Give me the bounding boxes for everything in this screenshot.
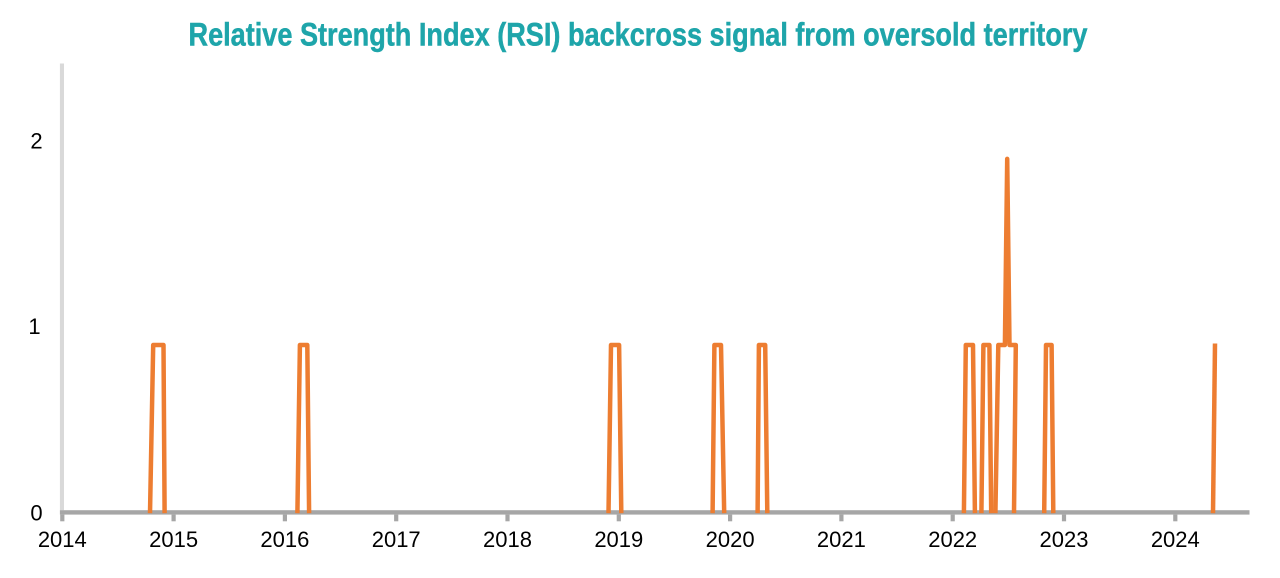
svg-text:2017: 2017	[372, 527, 421, 552]
svg-text:2: 2	[30, 128, 42, 153]
svg-text:2022: 2022	[928, 527, 977, 552]
svg-text:2014: 2014	[38, 527, 87, 552]
svg-text:Relative Strength Index (RSI): Relative Strength Index (RSI) backcross …	[189, 17, 1088, 53]
svg-text:2024: 2024	[1151, 527, 1200, 552]
svg-text:2018: 2018	[483, 527, 532, 552]
svg-text:2020: 2020	[706, 527, 755, 552]
svg-text:2016: 2016	[260, 527, 309, 552]
svg-text:0: 0	[30, 500, 42, 525]
svg-text:1: 1	[28, 314, 40, 339]
svg-text:2015: 2015	[149, 527, 198, 552]
svg-text:2021: 2021	[817, 527, 866, 552]
svg-text:2019: 2019	[594, 527, 643, 552]
svg-text:2023: 2023	[1040, 527, 1089, 552]
